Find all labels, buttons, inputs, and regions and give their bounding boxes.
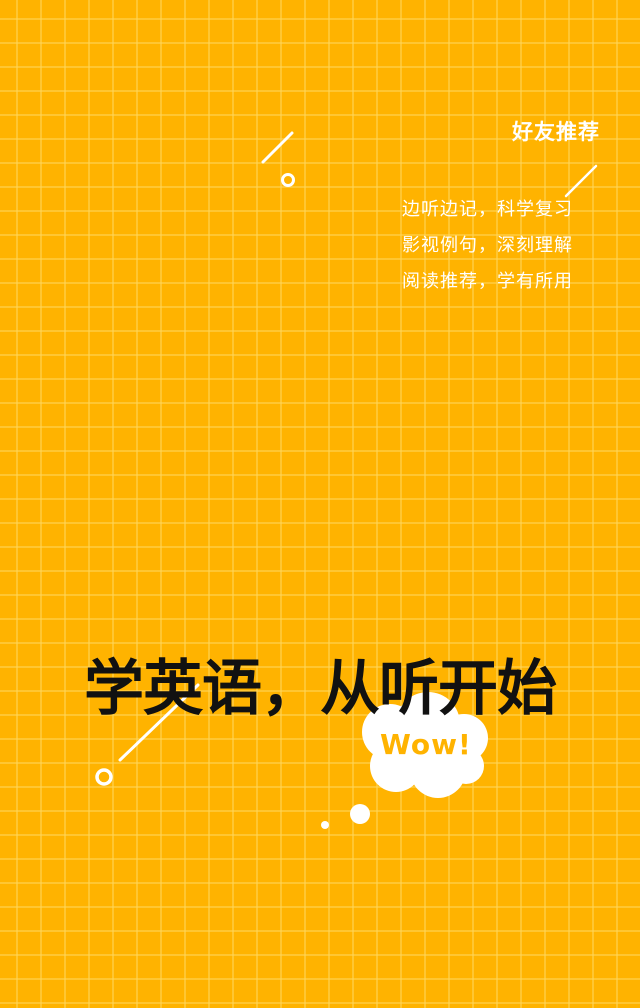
wow-text: Wow! [380,728,472,761]
feature-list: 边听边记，科学复习 影视例句，深刻理解 阅读推荐，学有所用 [402,192,612,300]
feature-item: 阅读推荐，学有所用 [402,271,573,292]
accent-ring-bottom [95,768,113,786]
wow-cloud-bubble [362,692,488,798]
feature-item: 边听边记，科学复习 [402,199,573,220]
friend-recommend-title: 好友推荐 [512,120,600,144]
slogan-title: 学英语，从听开始 [84,654,557,724]
thought-dot-small [321,821,329,829]
thought-dot-large [350,804,370,824]
accent-line-top [261,131,294,164]
accent-ring-top [281,173,295,187]
feature-item: 影视例句，深刻理解 [402,235,573,256]
